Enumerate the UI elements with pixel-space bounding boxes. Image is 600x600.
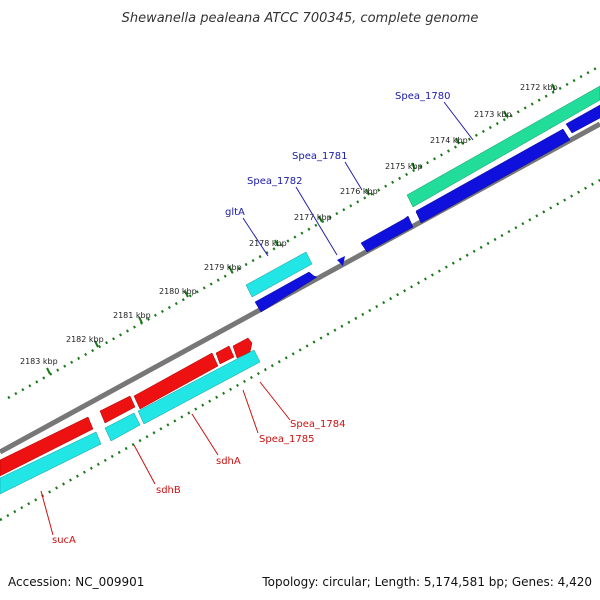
leader-gltA — [242, 217, 269, 257]
gene-label-sdhB: sdhB — [156, 485, 181, 496]
tick-mark — [46, 367, 51, 375]
cds-spea-1782 — [337, 256, 345, 266]
cds-sucA — [0, 416, 94, 477]
cds-sdhA — [133, 352, 219, 410]
cds-cyan-upper — [245, 251, 313, 298]
gene-label-sucA: sucA — [52, 535, 76, 546]
leader-sdhA — [191, 413, 219, 456]
gene-label-spea-1785: Spea_1785 — [259, 434, 314, 445]
inner-dotted-track — [0, 178, 600, 522]
gene-label-spea-1784: Spea_1784 — [290, 419, 345, 430]
cds-cyan-sdhA — [137, 349, 261, 425]
cds-spea-1784 — [232, 337, 253, 359]
tick-mark — [184, 290, 189, 298]
leader-spea-1782 — [295, 186, 338, 256]
cds-green-spea-1780 — [406, 85, 600, 208]
outer-cds-track — [245, 85, 600, 298]
tick-label: 2183 kbp — [20, 357, 58, 366]
accession-text: Accession: NC_009901 — [8, 575, 144, 589]
tick-mark — [455, 137, 460, 145]
cds-sdhB — [99, 395, 136, 424]
leader-spea-1784 — [259, 381, 291, 421]
tick-label: 2180 kbp — [159, 287, 197, 296]
topology-text: Topology: circular; Length: 5,174,581 bp… — [261, 575, 592, 589]
tick-mark — [318, 215, 323, 223]
cds-gltA — [254, 271, 318, 313]
tick-mark — [138, 316, 143, 324]
gene-label-gltA: gltA — [225, 207, 245, 218]
tick-label: 2172 kbp — [520, 83, 558, 92]
tick-label: 2174 kbp — [430, 136, 468, 145]
gene-labels: Spea_1780 Spea_1781 Spea_1782 gltA Spea_… — [52, 91, 450, 546]
tick-label: 2176 kbp — [340, 187, 378, 196]
cds-cyan-sucA — [0, 431, 102, 495]
tick-mark — [94, 340, 99, 348]
gene-label-sdhA: sdhA — [216, 456, 241, 467]
tick-mark — [365, 188, 370, 196]
tick-label: 2181 kbp — [113, 311, 151, 320]
tick-label: 2178 kbp — [249, 239, 287, 248]
tick-label: 2175 kbp — [385, 162, 423, 171]
leader-spea-1785 — [242, 389, 259, 434]
cds-spea-1780-right — [565, 104, 600, 134]
tick-labels: 2172 kbp 2173 kbp 2174 kbp 2175 kbp 2176… — [20, 83, 558, 366]
gene-label-spea-1781: Spea_1781 — [292, 151, 347, 162]
inner-cds-track — [0, 349, 261, 495]
gene-leader-lines — [40, 101, 474, 536]
cds-spea-1780-body — [415, 128, 571, 224]
forward-strand-cds-track — [254, 104, 600, 313]
cds-cyan-sdhB — [104, 412, 141, 442]
leader-sdhB — [133, 444, 156, 485]
gene-label-spea-1782: Spea_1782 — [247, 176, 302, 187]
tick-mark — [503, 110, 508, 118]
gene-label-spea-1780: Spea_1780 — [395, 91, 450, 102]
outer-dotted-track — [7, 64, 600, 400]
cds-spea-1785 — [215, 345, 235, 365]
tick-mark — [274, 239, 279, 247]
cds-spea-1781 — [360, 215, 414, 253]
tick-label: 2173 kbp — [474, 110, 512, 119]
leader-spea-1781 — [344, 161, 363, 191]
leader-sucA — [40, 490, 54, 536]
tick-mark — [551, 83, 556, 91]
tick-label: 2182 kbp — [66, 335, 104, 344]
leader-spea-1780 — [443, 101, 474, 141]
reverse-strand-cds-track — [0, 337, 253, 477]
tick-mark — [411, 162, 416, 170]
tick-label: 2179 kbp — [204, 263, 242, 272]
major-tick-marks — [46, 83, 556, 375]
map-title: Shewanella pealeana ATCC 700345, complet… — [122, 11, 479, 26]
tick-mark — [228, 265, 233, 273]
tick-label: 2177 kbp — [294, 213, 332, 222]
